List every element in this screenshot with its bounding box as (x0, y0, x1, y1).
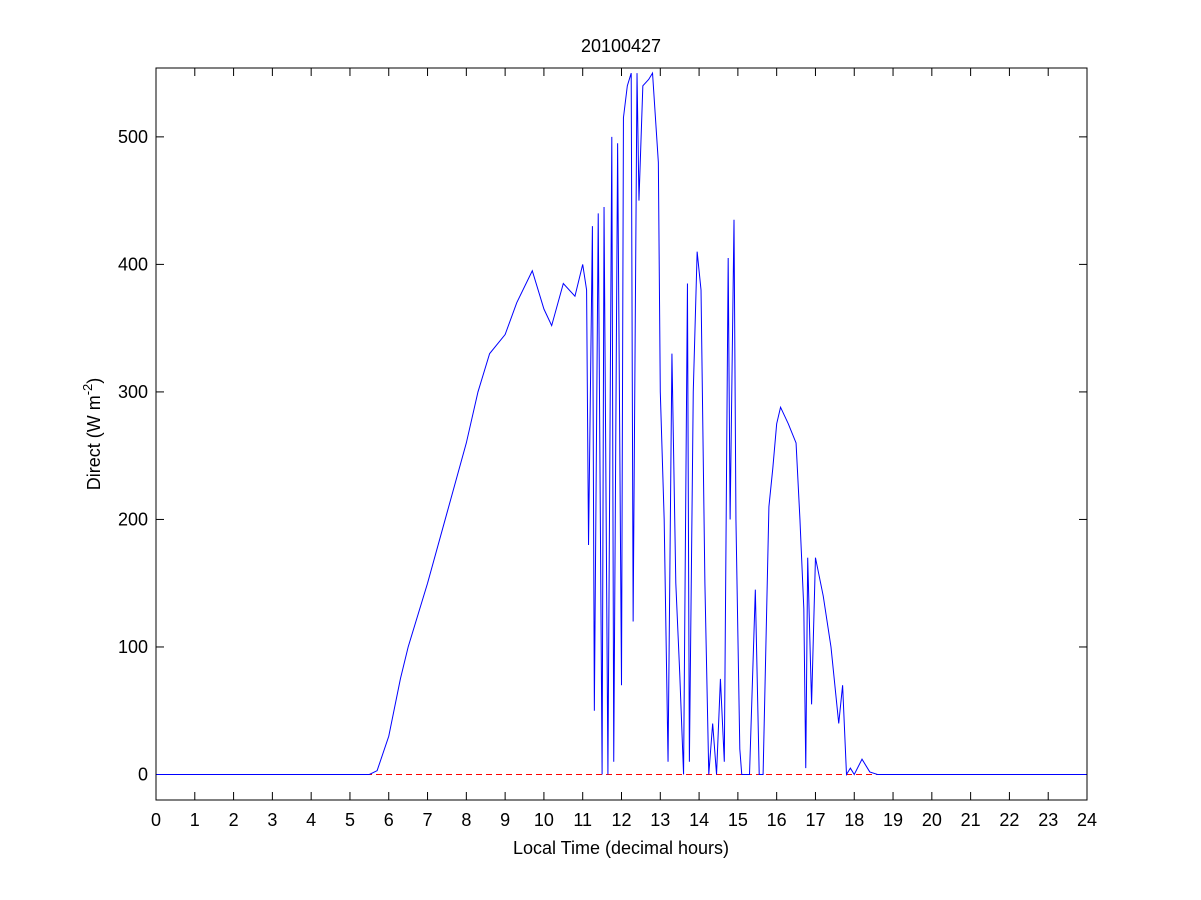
x-tick-label: 9 (500, 810, 510, 830)
y-tick-label: 0 (138, 764, 148, 784)
y-tick-label: 400 (118, 254, 148, 274)
x-tick-label: 2 (229, 810, 239, 830)
y-axis-label: Direct (W m-2) (80, 378, 104, 491)
x-tick-label: 20 (922, 810, 942, 830)
x-tick-label: 3 (267, 810, 277, 830)
x-tick-label: 12 (611, 810, 631, 830)
x-tick-label: 13 (650, 810, 670, 830)
y-tick-label: 300 (118, 382, 148, 402)
x-tick-label: 5 (345, 810, 355, 830)
y-label-suffix: ) (84, 378, 104, 384)
y-tick-label: 500 (118, 127, 148, 147)
x-tick-label: 8 (461, 810, 471, 830)
x-tick-label: 10 (534, 810, 554, 830)
y-label-superscript: -2 (80, 384, 95, 396)
x-tick-label: 7 (423, 810, 433, 830)
x-tick-label: 14 (689, 810, 709, 830)
x-tick-label: 11 (573, 810, 592, 830)
y-label-text: Direct (W m (84, 395, 104, 490)
x-tick-label: 17 (805, 810, 825, 830)
x-tick-label: 6 (384, 810, 394, 830)
x-tick-label: 4 (306, 810, 316, 830)
plot-area (156, 68, 1087, 800)
data-line (156, 71, 1087, 777)
x-tick-label: 22 (999, 810, 1019, 830)
x-tick-label: 19 (883, 810, 903, 830)
x-tick-label: 23 (1038, 810, 1058, 830)
x-axis-label: Local Time (decimal hours) (513, 838, 729, 858)
x-tick-label: 16 (767, 810, 787, 830)
chart-title: 20100427 (581, 36, 661, 56)
x-tick-label: 24 (1077, 810, 1097, 830)
y-tick-label: 100 (118, 637, 148, 657)
x-tick-label: 1 (190, 810, 200, 830)
x-tick-label: 21 (961, 810, 981, 830)
x-tick-label: 18 (844, 810, 864, 830)
axes-box (155, 67, 1088, 801)
x-tick-label: 15 (728, 810, 748, 830)
y-tick-label: 200 (118, 509, 148, 529)
x-tick-label: 0 (151, 810, 161, 830)
